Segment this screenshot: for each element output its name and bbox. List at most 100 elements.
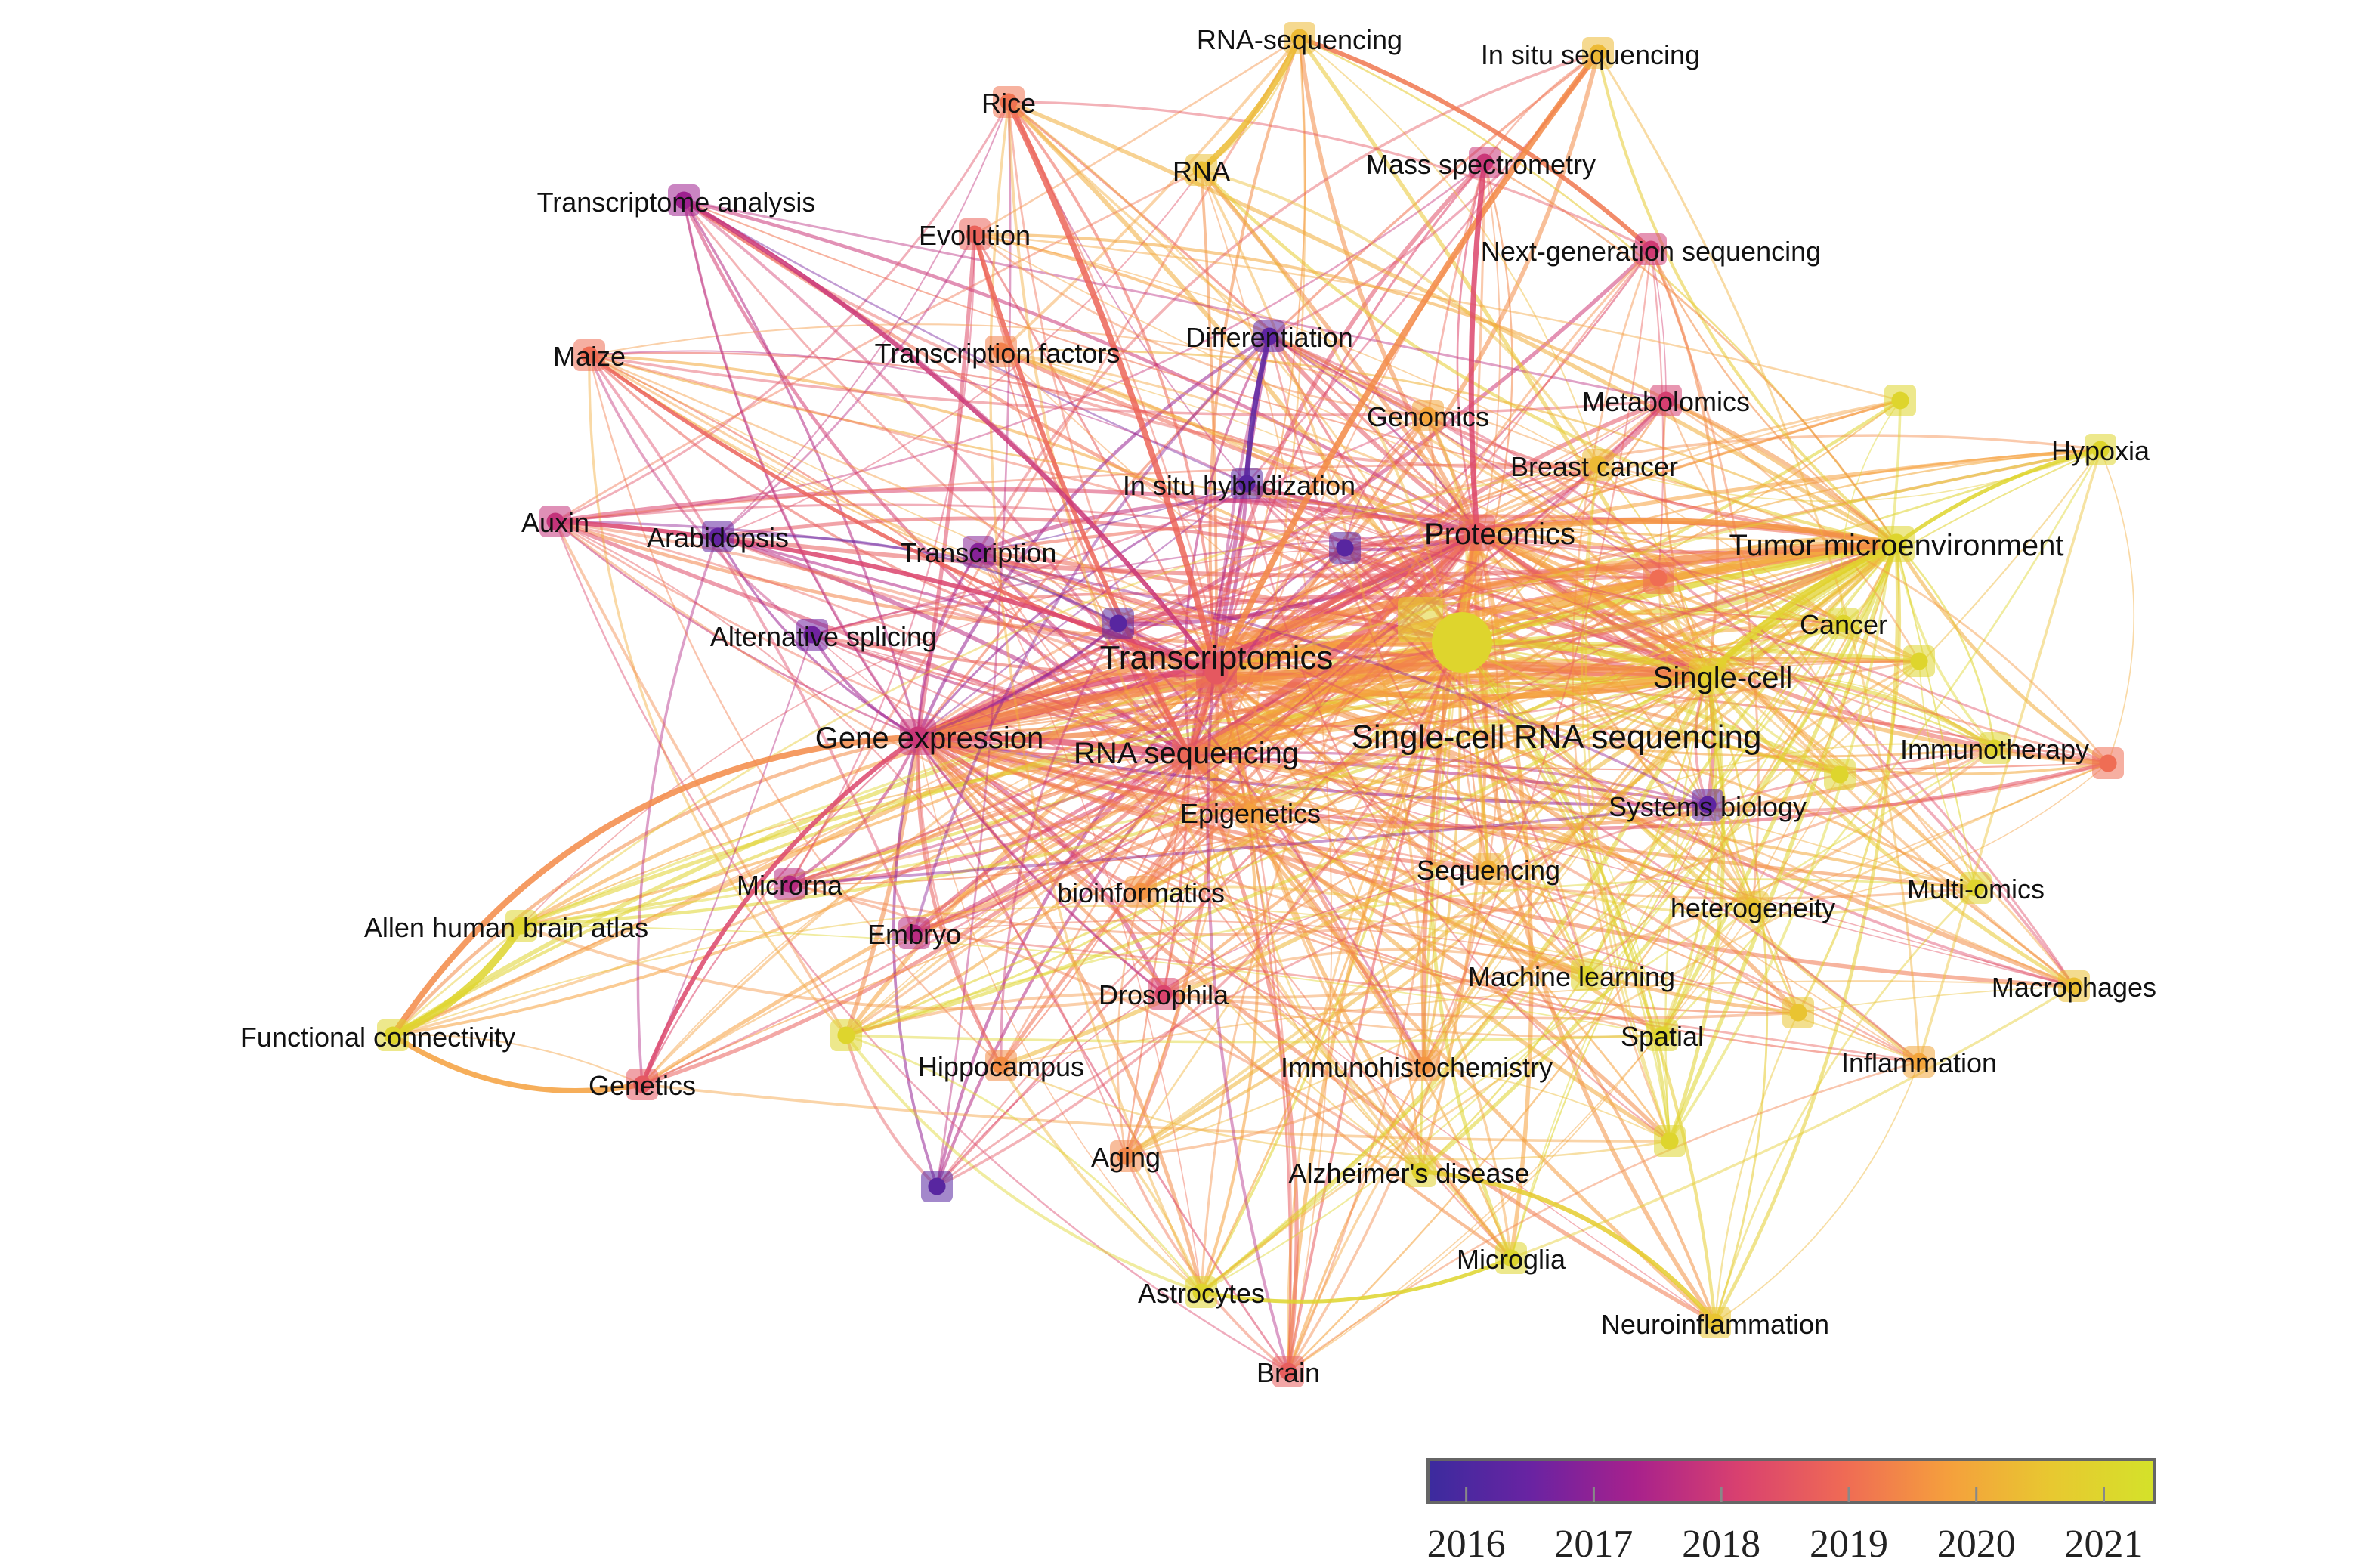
co-occurrence-link (913, 661, 1712, 741)
keyword-node (1960, 872, 1992, 904)
keyword-node (993, 86, 1025, 118)
node-label: Tumor microenvironment (1729, 529, 2063, 562)
node-marker (1192, 161, 1210, 179)
co-occurrence-link (1162, 747, 1996, 999)
co-occurrence-link (1245, 482, 1671, 1143)
co-occurrence-link (1343, 540, 1845, 625)
co-occurrence-link (1162, 992, 1800, 1020)
co-occurrence-link (1714, 886, 1977, 1324)
co-occurrence-link (1162, 543, 1898, 995)
co-occurrence-link (588, 354, 1218, 674)
node-marker (675, 191, 693, 209)
co-occurrence-link (1249, 577, 1660, 814)
co-occurrence-link (916, 232, 977, 739)
co-occurrence-link (1465, 649, 1671, 1142)
co-occurrence-link (1668, 674, 1726, 1143)
co-occurrence-link (1483, 51, 1600, 164)
co-occurrence-link (1215, 671, 1513, 1260)
co-occurrence-link (1245, 482, 1996, 750)
legend-tick-label: 2020 (1937, 1523, 2016, 1566)
legend-tick-label: 2017 (1554, 1523, 1633, 1566)
co-occurrence-link (1124, 448, 2102, 1158)
co-occurrence-link (1249, 641, 1460, 814)
node-marker (1657, 391, 1675, 410)
co-occurrence-link (788, 399, 1668, 886)
keyword-node (1646, 1019, 1678, 1051)
node-marker (512, 917, 530, 935)
co-occurrence-link (588, 354, 2076, 988)
node-marker (1706, 1313, 1724, 1331)
co-occurrence-link (845, 1034, 1664, 1044)
keyword-node (1903, 645, 1935, 677)
keyword-node (573, 339, 605, 371)
node-marker (992, 342, 1010, 360)
co-occurrence-link (1215, 671, 1717, 1324)
node-label: Functional connectivity (240, 1022, 515, 1053)
co-occurrence-link (916, 434, 2102, 738)
co-occurrence-link (520, 622, 1845, 927)
node-label: Metabolomics (1582, 386, 1750, 417)
co-occurrence-link (1657, 577, 1754, 908)
co-occurrence-link (1895, 543, 1996, 750)
keyword-node (377, 1019, 409, 1051)
node-marker (1467, 522, 1488, 543)
node-marker (1411, 1162, 1430, 1180)
keyword-node (1737, 891, 1769, 923)
co-occurrence-link (1464, 161, 1486, 651)
node-label: Epigenetics (1180, 798, 1321, 829)
co-occurrence-link (641, 622, 1845, 1086)
node-marker (1336, 539, 1354, 557)
co-occurrence-link (811, 414, 1430, 636)
keyword-node (1196, 652, 1237, 693)
co-occurrence-link (1344, 415, 1429, 549)
node-label: Next-generation sequencing (1481, 236, 1821, 267)
co-occurrence-link (1423, 642, 1459, 1066)
co-occurrence-link (913, 932, 1921, 1063)
co-occurrence-link (1918, 660, 1977, 889)
co-occurrence-link (972, 232, 1710, 679)
co-occurrence-link (1668, 542, 1899, 1143)
co-occurrence-link (1586, 804, 1708, 976)
co-occurrence-link (1475, 530, 1534, 1260)
co-occurrence-link (1287, 543, 1898, 1373)
node-label: Evolution (919, 220, 1031, 251)
co-occurrence-link (974, 233, 1920, 662)
co-occurrence-link (554, 520, 1664, 1037)
co-occurrence-link (1213, 670, 1711, 700)
node-marker (1238, 475, 1256, 493)
co-occurrence-link (916, 735, 1717, 1325)
keyword-node (1903, 1046, 1935, 1078)
co-occurrence-link (912, 542, 1899, 936)
co-occurrence-link (554, 520, 1490, 871)
node-label: Brain (1256, 1357, 1320, 1388)
node-marker (1260, 327, 1278, 345)
node-marker (1290, 29, 1309, 47)
co-occurrence-link (1456, 161, 1486, 534)
co-occurrence-link (554, 520, 1709, 806)
node-label: RNA sequencing (1074, 737, 1299, 770)
keyword-node (1231, 468, 1263, 499)
node-label: Transcriptome analysis (537, 187, 816, 218)
co-occurrence-link (1007, 101, 1192, 757)
keyword-node (2058, 970, 2090, 1002)
node-label: Genetics (589, 1070, 696, 1101)
co-occurrence-link (391, 905, 1921, 1063)
keyword-node (1253, 320, 1285, 352)
co-occurrence-link (390, 734, 921, 1038)
node-halo (1398, 597, 1443, 642)
co-occurrence-link (1006, 99, 1219, 676)
co-occurrence-link (1000, 754, 1192, 1067)
co-occurrence-link (999, 349, 1479, 535)
co-occurrence-link (1456, 640, 1672, 1143)
co-occurrence-link (916, 735, 1800, 1014)
co-occurrence-link (716, 534, 1899, 578)
co-occurrence-link (788, 803, 1709, 886)
co-occurrence-link (1200, 169, 1490, 871)
co-occurrence-link (391, 671, 1218, 1037)
co-occurrence-link (916, 641, 1460, 738)
keyword-node (1125, 876, 1157, 908)
co-occurrence-link (554, 169, 1203, 523)
co-occurrence-link (978, 483, 1247, 552)
node-label: Mass spectrometry (1366, 149, 1596, 180)
co-occurrence-link (1714, 1011, 1800, 1324)
